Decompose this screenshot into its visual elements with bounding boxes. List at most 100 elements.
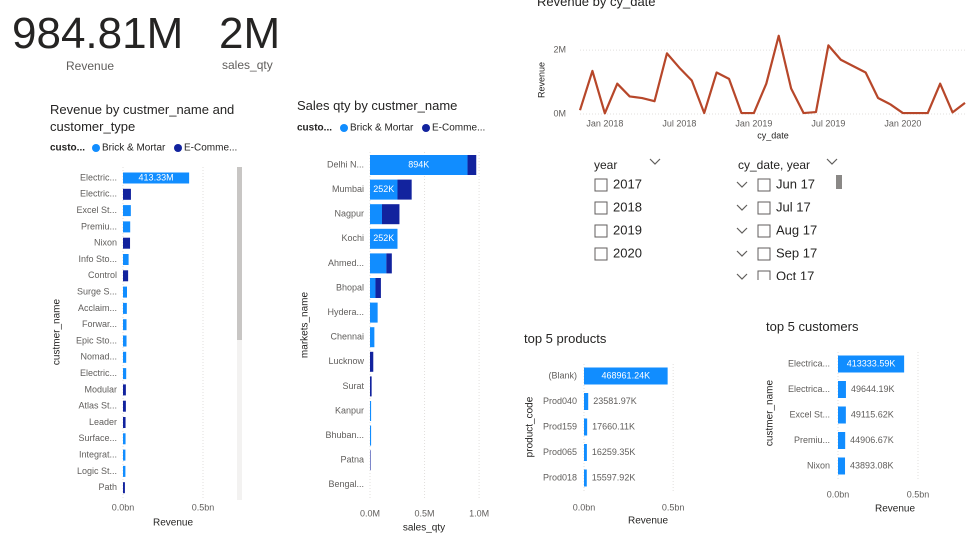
bar bbox=[370, 278, 376, 298]
y-axis-title: product_code bbox=[525, 396, 536, 457]
bar bbox=[370, 155, 468, 175]
bar bbox=[123, 221, 131, 233]
y-tick-label: Electric... bbox=[80, 172, 117, 182]
x-tick-label: 0.5bn bbox=[192, 502, 215, 512]
bar bbox=[123, 351, 127, 363]
y-tick-label: Electrica... bbox=[788, 384, 830, 394]
legend-label: Brick & Mortar bbox=[350, 123, 414, 134]
y-tick-label: Nixon bbox=[807, 460, 830, 470]
y-tick-label: Forwar... bbox=[82, 319, 117, 329]
expand-chevron[interactable] bbox=[736, 181, 748, 188]
bar bbox=[397, 179, 412, 200]
y-tick-label: Bhopal bbox=[336, 282, 364, 292]
checkbox[interactable] bbox=[594, 224, 608, 238]
y-axis-title: Revenue bbox=[536, 62, 546, 98]
legend-marker bbox=[422, 124, 430, 132]
x-tick-label: 0.0M bbox=[360, 508, 380, 518]
data-label: 894K bbox=[408, 159, 429, 169]
card-value: 984.81M bbox=[12, 9, 184, 58]
legend-marker bbox=[340, 124, 348, 132]
x-tick-label: 1.0M bbox=[469, 508, 489, 518]
bar bbox=[584, 444, 587, 461]
legend-label: E-Comme... bbox=[184, 143, 237, 154]
data-label: 49115.62K bbox=[851, 409, 894, 419]
bar bbox=[584, 393, 589, 410]
data-label: 44906.67K bbox=[850, 435, 894, 445]
bar bbox=[370, 401, 372, 421]
legend-title: custo... bbox=[297, 123, 332, 134]
slicer-item: 2017 bbox=[613, 176, 642, 191]
y-tick-label: Excel St... bbox=[76, 205, 117, 215]
y-tick-label: Prod018 bbox=[543, 472, 577, 482]
checkbox[interactable] bbox=[757, 201, 771, 215]
y-tick-label: Surat bbox=[342, 381, 364, 391]
x-tick-label: 0.0bn bbox=[573, 502, 596, 512]
card-label: sales_qty bbox=[222, 58, 273, 72]
bar bbox=[123, 433, 126, 445]
legend-marker bbox=[174, 144, 182, 152]
x-tick-label: 0.5bn bbox=[662, 502, 685, 512]
slicer-item: Aug 17 bbox=[776, 222, 817, 237]
checkbox[interactable] bbox=[757, 178, 771, 192]
chart-title: top 5 products bbox=[524, 331, 607, 346]
x-axis-title: Revenue bbox=[628, 516, 668, 527]
bar bbox=[123, 188, 131, 200]
chart-title: top 5 customers bbox=[766, 319, 859, 334]
y-tick-label: Modular bbox=[84, 384, 117, 394]
y-tick-label: Leader bbox=[89, 417, 117, 427]
data-label: 23581.97K bbox=[593, 396, 637, 406]
legend-marker bbox=[92, 144, 100, 152]
checkbox[interactable] bbox=[757, 224, 771, 238]
bar bbox=[370, 376, 372, 397]
expand-chevron[interactable] bbox=[736, 273, 748, 280]
data-label: 468961.24K bbox=[602, 370, 651, 380]
bar bbox=[123, 400, 126, 412]
expand-chevron[interactable] bbox=[736, 227, 748, 234]
x-tick-label: Jul 2019 bbox=[811, 118, 845, 128]
x-tick-label: 0.5bn bbox=[907, 489, 930, 499]
y-tick-label: Acclaim... bbox=[78, 303, 117, 313]
expand-chevron[interactable] bbox=[736, 250, 748, 257]
data-label: 252K bbox=[373, 184, 394, 194]
slicer-item: Sep 17 bbox=[776, 245, 817, 260]
slicer-scroll-thumb bbox=[836, 175, 842, 189]
x-axis-title: Revenue bbox=[875, 504, 915, 515]
bar bbox=[123, 205, 131, 217]
y-tick-label: Prod040 bbox=[543, 396, 577, 406]
y-tick-label: Kanpur bbox=[335, 405, 364, 415]
bar bbox=[123, 237, 131, 249]
bar bbox=[370, 425, 372, 446]
y-tick-label: Mumbai bbox=[332, 184, 364, 194]
data-label: 252K bbox=[373, 233, 394, 243]
checkbox[interactable] bbox=[594, 201, 608, 215]
checkbox[interactable] bbox=[757, 270, 771, 283]
x-tick-label: Jan 2019 bbox=[735, 118, 772, 128]
y-tick-label: Kochi bbox=[341, 233, 364, 243]
y-tick-label: Electric... bbox=[80, 189, 117, 199]
checkbox[interactable] bbox=[594, 178, 608, 192]
expand-chevron[interactable] bbox=[736, 204, 748, 211]
y-tick-label: (Blank) bbox=[548, 370, 577, 380]
x-axis-title: sales_qty bbox=[403, 523, 445, 534]
y-tick-label: Control bbox=[88, 270, 117, 280]
slicer-item: Oct 17 bbox=[776, 268, 814, 283]
x-tick-label: 0.0bn bbox=[827, 489, 850, 499]
y-tick-label: Logic St... bbox=[77, 466, 117, 476]
x-axis-title: Revenue bbox=[153, 518, 193, 529]
bar bbox=[838, 355, 905, 373]
slicer-title: year bbox=[594, 158, 617, 172]
bar bbox=[123, 465, 126, 477]
bar bbox=[838, 406, 846, 424]
checkbox[interactable] bbox=[594, 247, 608, 261]
bar bbox=[370, 450, 371, 471]
y-tick-label: Excel St... bbox=[789, 409, 830, 419]
data-label: 413333.59K bbox=[847, 358, 896, 368]
slicer-dropdown bbox=[649, 158, 661, 165]
checkbox[interactable] bbox=[757, 247, 771, 261]
bar bbox=[838, 381, 846, 398]
bar bbox=[838, 432, 846, 449]
bar bbox=[123, 319, 127, 331]
bar bbox=[123, 368, 127, 380]
